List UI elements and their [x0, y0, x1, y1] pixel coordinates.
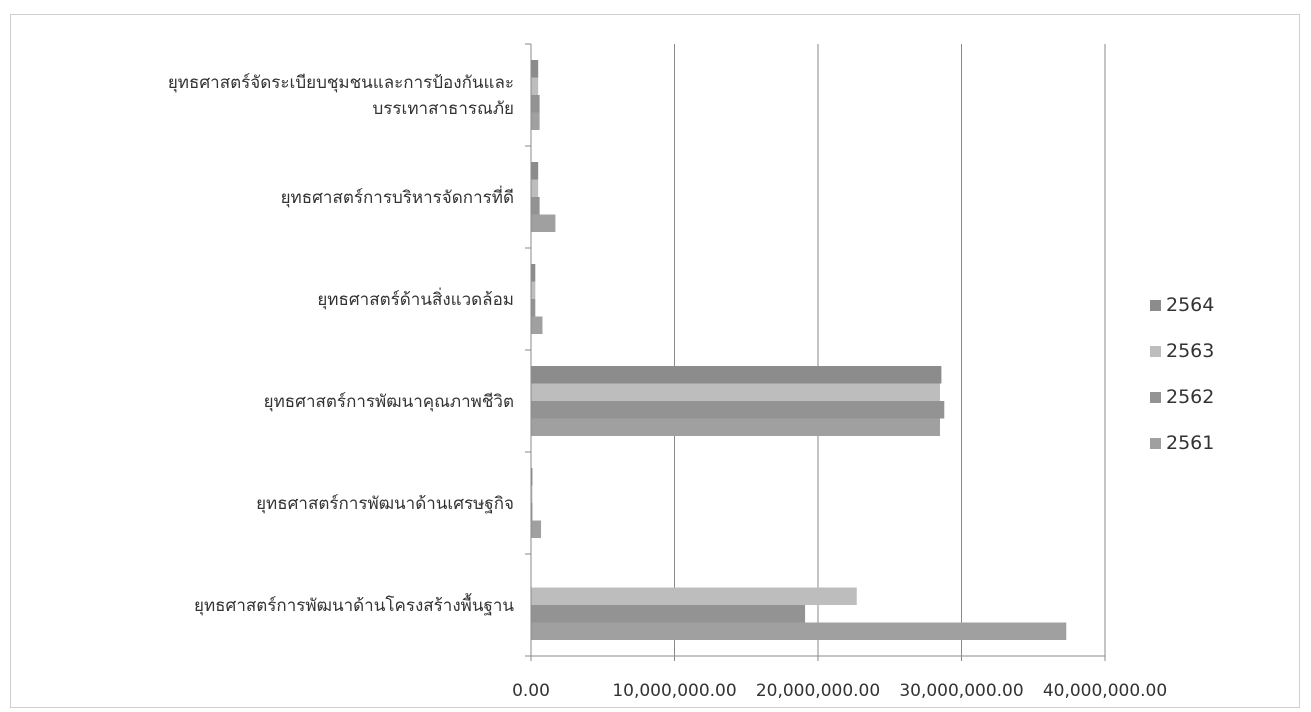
legend-swatch-2563: [1150, 346, 1161, 357]
bar-2562-cat-3: [531, 401, 945, 419]
bar-2562-cat-5: [531, 605, 806, 623]
tick-labels: 0.00 10,000,000.00 20,000,000.00 30,000,000…: [512, 681, 1167, 701]
legend-swatch-2562: [1150, 392, 1161, 403]
category-label: ยุทธศาสตร์การพัฒนาด้านเศรษฐกิจ: [256, 494, 514, 514]
bar-2564-cat-1: [531, 162, 539, 180]
legend-label-2562: 2562: [1166, 386, 1214, 408]
bars: [531, 60, 1067, 640]
category-label: ยุทธศาสตร์การพัฒนาคุณภาพชีวิต: [264, 392, 514, 412]
x-tick-label: 0.00: [512, 681, 550, 701]
grid-lines: [674, 44, 1106, 656]
bar-2564-cat-3: [531, 366, 942, 384]
bar-2563-cat-5: [531, 587, 857, 605]
bar-2564-cat-4: [531, 468, 533, 486]
bar-2561-cat-4: [531, 520, 542, 538]
bar-2563-cat-3: [531, 383, 940, 401]
bar-2562-cat-2: [531, 299, 536, 317]
bar-2563-cat-1: [531, 179, 539, 197]
category-label: ยุทธศาสตร์การพัฒนาด้านโครงสร้างพื้นฐาน: [194, 593, 514, 616]
bar-2561-cat-2: [531, 316, 543, 334]
x-tick-label: 40,000,000.00: [1043, 681, 1167, 701]
bar-2562-cat-0: [531, 95, 540, 113]
category-label: ยุทธศาสตร์การบริหารจัดการที่ดี: [281, 185, 514, 208]
category-labels: ยุทธศาสตร์จัดระเบียบชุมชนและการป้องกันแล…: [168, 73, 515, 616]
bar-2564-cat-0: [531, 60, 539, 78]
legend-label-2563: 2563: [1166, 340, 1214, 362]
bar-2563-cat-2: [531, 281, 536, 299]
x-tick-label: 30,000,000.00: [899, 681, 1023, 701]
bar-2562-cat-4: [531, 503, 533, 521]
bar-2564-cat-2: [531, 264, 536, 282]
x-tick-label: 20,000,000.00: [756, 681, 880, 701]
category-label: ยุทธศาสตร์ด้านสิ่งแวดล้อม: [317, 287, 514, 310]
bar-2561-cat-5: [531, 622, 1067, 640]
category-label: บรรเทาสาธารณภัย: [372, 99, 514, 119]
bar-2561-cat-0: [531, 112, 540, 130]
bar-2561-cat-1: [531, 214, 556, 232]
bar-2562-cat-1: [531, 197, 540, 215]
legend-swatch-2564: [1150, 300, 1161, 311]
legend-swatch-2561: [1150, 438, 1161, 449]
bar-2563-cat-4: [531, 485, 533, 503]
legend-label-2561: 2561: [1166, 432, 1214, 454]
axes: [525, 43, 1106, 661]
legend: 2564 2563 2562 2561: [1150, 294, 1214, 454]
x-tick-label: 10,000,000.00: [612, 681, 736, 701]
bar-2563-cat-0: [531, 77, 539, 95]
category-label: ยุทธศาสตร์จัดระเบียบชุมชนและการป้องกันแล…: [168, 73, 514, 93]
legend-label-2564: 2564: [1166, 294, 1214, 316]
bar-2561-cat-3: [531, 418, 940, 436]
